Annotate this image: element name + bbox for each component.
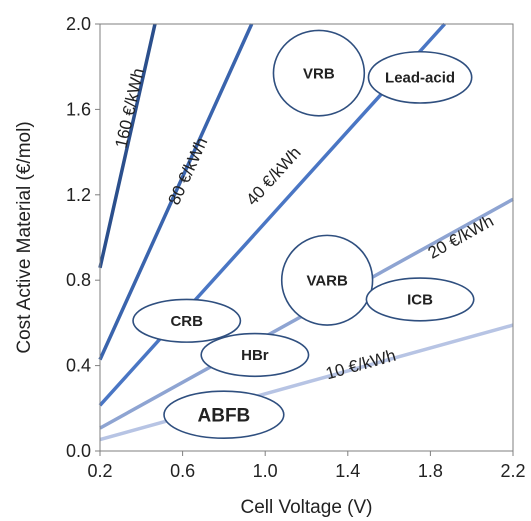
system-bubble: HBr [200, 332, 310, 378]
system-bubble: VARB [280, 234, 374, 326]
iso-cost-line-label: 10 €/kWh [324, 346, 398, 383]
x-tick-label: 0.2 [87, 461, 112, 481]
system-bubble-shape [163, 390, 285, 439]
plot-area-frame [99, 23, 514, 452]
system-bubble: CRB [132, 298, 242, 343]
system-label: ABFB [198, 405, 251, 426]
x-tick-label: 0.6 [170, 461, 195, 481]
iso-cost-line [98, 23, 157, 269]
y-axis-ticks: 0.0 0.4 0.8 1.2 1.6 2.0 [66, 14, 100, 461]
system-label: Lead-acid [385, 70, 455, 87]
iso-cost-line-label: 80 €/kWh [164, 135, 211, 208]
system-bubble-shape [272, 29, 366, 117]
system-label: VARB [306, 272, 348, 289]
system-bubble-shape [132, 298, 242, 343]
x-tick-label: 2.2 [500, 461, 525, 481]
iso-cost-line-label: 160 €/kWh [112, 66, 148, 149]
y-tick-label: 1.6 [66, 99, 91, 119]
system-bubble: ABFB [163, 390, 285, 439]
y-tick-label: 0.0 [66, 441, 91, 461]
system-bubble: VRB [272, 29, 366, 117]
x-tick-label: 1.0 [253, 461, 278, 481]
system-label: HBr [241, 347, 269, 364]
y-tick-label: 0.4 [66, 356, 91, 376]
x-axis-ticks: 0.2 0.6 1.0 1.4 1.8 2.2 [87, 451, 526, 481]
system-bubbles: VRB Lead-acid VARB ICB CRB HBr ABFB [132, 29, 475, 439]
x-axis-title: Cell Voltage (V) [240, 497, 372, 518]
system-label: ICB [407, 292, 433, 309]
system-bubble-shape [365, 277, 475, 322]
iso-cost-line [99, 323, 514, 442]
y-tick-label: 1.2 [66, 185, 91, 205]
system-bubble: Lead-acid [367, 50, 473, 104]
iso-cost-line [98, 23, 254, 361]
system-bubble-shape [200, 332, 310, 378]
system-label: VRB [303, 65, 335, 82]
x-tick-label: 1.8 [418, 461, 443, 481]
x-tick-label: 1.4 [335, 461, 360, 481]
iso-cost-line-label: 40 €/kWh [242, 143, 304, 209]
y-axis-title: Cost Active Material (€/mol) [14, 121, 35, 353]
system-bubble-shape [280, 234, 374, 326]
system-bubble-shape [367, 50, 473, 104]
system-label: CRB [170, 313, 203, 330]
y-tick-label: 2.0 [66, 14, 91, 34]
iso-cost-line-label: 20 €/kWh [425, 211, 497, 262]
y-tick-label: 0.8 [66, 270, 91, 290]
system-bubble: ICB [365, 277, 475, 322]
